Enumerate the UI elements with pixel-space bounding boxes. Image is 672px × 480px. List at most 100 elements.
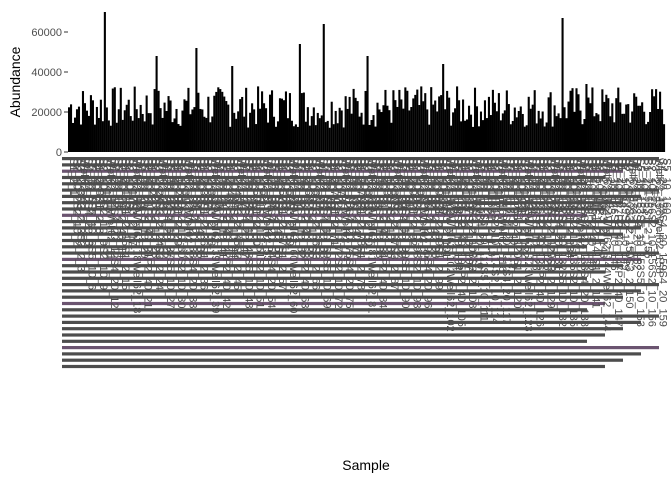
sample-label: S2_10_58 [280, 158, 292, 208]
sample-label: S3_2_150S3_2_150S3_2_150 [623, 158, 635, 308]
bar [318, 118, 321, 152]
bar [81, 91, 85, 152]
bar [105, 107, 108, 152]
sample-label-band [62, 327, 623, 331]
sample-label: Well62_137Well62_137 [575, 158, 587, 274]
bar [414, 94, 417, 152]
bar [653, 96, 656, 152]
bar [362, 124, 365, 152]
sample-label: S3_2_108S3_2_108S3_2_108 [466, 158, 478, 308]
sample-label: S3_2_80S3_2_80 [362, 158, 374, 246]
sample-label: S5_10_55 [269, 158, 281, 208]
sample-label: P2_40_63P2_40_63P2_40_63 [298, 158, 310, 308]
bar [641, 102, 644, 152]
sample-label-band [62, 182, 587, 186]
bar [583, 119, 586, 152]
bar [525, 125, 528, 152]
sample-label-band [62, 295, 623, 299]
sample-label: P2_40_77P2_40_77 [351, 158, 363, 258]
bar [438, 96, 441, 152]
bar [503, 110, 506, 152]
bar [430, 87, 433, 152]
bar [328, 127, 331, 152]
bar [384, 89, 387, 152]
bar [237, 111, 240, 152]
sample-label: S4_20_103 [448, 158, 460, 214]
sample-label: S1_2_78S1_2_78S1_2_78 [354, 158, 366, 290]
sample-label: S3_2_24S3_2_24S3_2_24 [153, 158, 165, 290]
sample-label: S1_2_50S1_2_50 [250, 158, 262, 246]
bar [73, 117, 77, 152]
bar [633, 93, 636, 152]
sample-label-band [62, 283, 659, 287]
bar [219, 89, 222, 152]
y-axis: 0 20000 40000 60000 [31, 27, 68, 159]
sample-label: P2_40_112 [481, 158, 493, 213]
bar [179, 125, 182, 152]
sample-label: S3_2_17S3_2_17 [127, 158, 139, 246]
sample-label: S5_10_125S5_10_125 [530, 158, 542, 271]
sample-label: S5_10_146S5_10_146 [608, 158, 620, 271]
bar [456, 86, 459, 152]
bar [87, 115, 90, 152]
bar [109, 125, 112, 152]
bar [571, 88, 574, 152]
bar [485, 118, 488, 152]
sample-label: P2_40_147P2_40_147P2_40_147 [612, 158, 624, 327]
sample-label: Well62_158Well62_158 [653, 158, 665, 274]
bar [483, 100, 486, 152]
bar [442, 64, 445, 152]
bar [267, 122, 270, 152]
sample-label: S4_20_89S4_20_89 [395, 158, 407, 258]
sample-label-band [62, 251, 659, 255]
sample-label: S3_2_10 [101, 158, 113, 202]
sample-label: P2_40_105P2_40_105P2_40_105 [455, 158, 467, 327]
bar [643, 111, 646, 152]
bar [350, 113, 353, 152]
sample-label: Well62_81Well62_81Well62_81 [366, 158, 378, 313]
x-axis-sample-labels: S1_2_1S2_10_2S2_10_2S3_2_3S3_2_3S3_2_3We… [62, 157, 672, 369]
sample-label: S3_2_38S3_2_38 [205, 158, 217, 246]
sample-label: S4_20_5S4_20_5 [82, 158, 94, 246]
sample-label-band [62, 364, 605, 369]
sample-label: P2_40_126P2_40_126P2_40_126 [533, 158, 545, 327]
sample-label: Well62_123Well62_123Well62_123 [522, 158, 534, 332]
bar [585, 84, 588, 152]
sample-label: S5_10_118 [504, 158, 516, 213]
bar [159, 108, 162, 152]
sample-label: S3_2_157 [649, 158, 661, 208]
bar [655, 89, 658, 152]
sample-label: S2_10_51S2_10_51S2_10_51 [254, 158, 266, 308]
bar [436, 111, 439, 152]
sample-label: S3_2_59S3_2_59 [283, 158, 295, 246]
sample-label: S5_10_153S5_10_153S5_10_153 [634, 158, 646, 327]
sample-label-band [62, 314, 659, 318]
bar [563, 107, 566, 152]
bar [320, 115, 323, 152]
bar [314, 125, 317, 152]
sample-label: S3_2_122S3_2_122 [519, 158, 531, 258]
bar [284, 91, 287, 152]
bar [515, 117, 518, 152]
bar [537, 110, 540, 152]
bar [364, 90, 367, 152]
bar [400, 99, 403, 152]
bar [127, 99, 130, 152]
sample-label: S5_10_132S5_10_132S5_10_132 [556, 158, 568, 327]
sample-label: S4_20_54S4_20_54S4_20_54 [265, 158, 277, 308]
bar [623, 113, 626, 152]
bar [440, 95, 443, 152]
bar [647, 121, 650, 152]
sample-label: P2_40_21P2_40_21P2_40_21 [142, 158, 154, 308]
bar [155, 56, 158, 152]
sample-label: Well62_53Well62_53 [261, 158, 273, 262]
sample-label-band [62, 308, 587, 312]
y-axis-title: Abundance [7, 46, 23, 117]
sample-label: S3_2_115 [492, 158, 504, 207]
bar [145, 95, 148, 152]
bar [420, 86, 423, 152]
bar [119, 87, 122, 152]
bar [274, 126, 278, 152]
bar [288, 93, 291, 152]
bar [491, 89, 494, 152]
